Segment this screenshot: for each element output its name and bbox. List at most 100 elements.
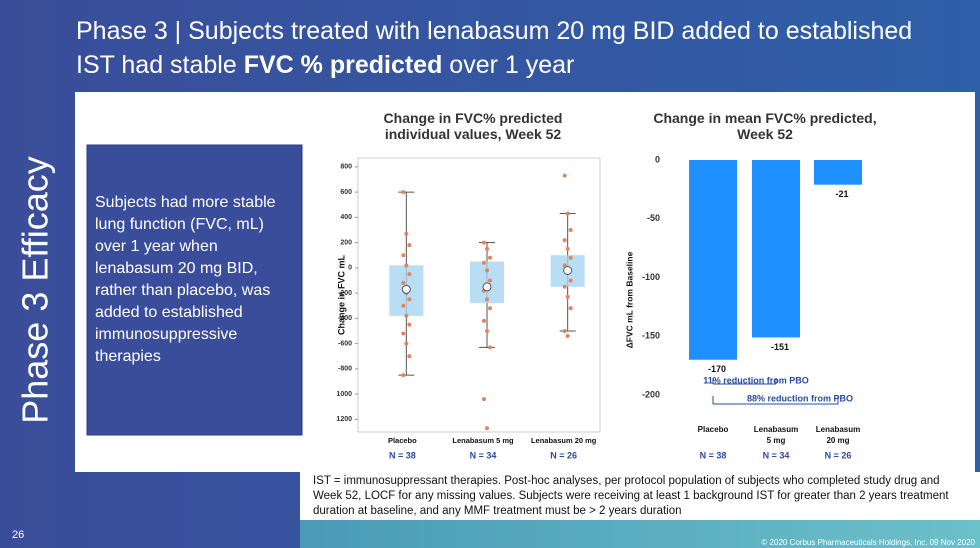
point — [568, 278, 573, 283]
point — [482, 318, 486, 323]
point — [568, 306, 573, 311]
y-axis-label: ΔFVC mL from Baseline — [624, 251, 634, 348]
footnote-panel — [300, 472, 980, 520]
point — [488, 306, 492, 311]
y-tick-label: -200 — [338, 290, 352, 297]
point — [407, 322, 412, 327]
point — [482, 260, 486, 265]
y-tick-label: -600 — [338, 340, 352, 347]
y-tick-label: 400 — [340, 214, 352, 221]
annotation: 88% reduction from PBO — [747, 393, 853, 403]
point — [404, 313, 409, 318]
point — [407, 354, 412, 359]
x-tick-label: Lenabasum 20 mg — [531, 436, 597, 445]
n-label: N = 26 — [550, 450, 577, 460]
mean-marker — [482, 282, 492, 292]
chart-title: Change in FVC% predicted individual valu… — [383, 110, 563, 142]
point — [404, 341, 409, 346]
n-label: N = 34 — [763, 450, 790, 460]
y-tick-label: -400 — [338, 315, 352, 322]
n-label: N = 26 — [825, 450, 852, 460]
point — [562, 173, 567, 178]
mean-marker — [563, 266, 573, 276]
x-tick-label: Lenabasum 20 mg — [815, 425, 861, 445]
point — [401, 331, 406, 336]
point — [485, 426, 489, 431]
x-tick-label: Placebo — [388, 436, 417, 445]
point — [407, 297, 412, 302]
point — [485, 297, 489, 302]
n-label: N = 38 — [389, 450, 416, 460]
point — [404, 263, 409, 268]
point — [482, 397, 486, 402]
x-tick-label-box: Lenabasum 20 mg — [815, 425, 861, 445]
value-label: -21 — [835, 189, 848, 199]
point — [562, 263, 567, 268]
point — [407, 243, 412, 248]
y-tick-label: 800 — [340, 164, 352, 171]
annotation: 11% reduction from PBO — [703, 375, 809, 385]
value-label: -151 — [771, 342, 789, 352]
copyright: © 2020 Corbus Pharmaceuticals Holdings, … — [761, 538, 975, 547]
point — [565, 211, 570, 216]
point — [485, 268, 489, 273]
title-text: Phase 3 | Subjects treated with lenabasu… — [76, 17, 913, 79]
point — [488, 255, 492, 260]
point — [562, 284, 567, 289]
point — [485, 246, 489, 251]
text-box — [86, 144, 303, 436]
point — [562, 238, 567, 243]
y-axis-label: Change in FVC mL — [336, 255, 346, 336]
value-label: -170 — [708, 364, 726, 374]
point — [401, 373, 406, 378]
y-tick-label: 0 — [655, 154, 660, 164]
point — [401, 281, 406, 286]
point — [568, 227, 573, 232]
bar — [752, 160, 800, 338]
point — [401, 190, 406, 195]
section-label: Phase 3 Efficacy — [15, 156, 56, 424]
x-tick-label-box: Lenabasum 5 mg — [753, 425, 799, 445]
y-tick-label: 0 — [348, 265, 352, 272]
n-label: N = 34 — [470, 450, 497, 460]
point — [568, 255, 573, 260]
bar — [689, 160, 737, 360]
point — [562, 328, 567, 333]
box — [470, 261, 504, 304]
x-tick-label: Placebo — [697, 425, 729, 434]
point — [401, 253, 406, 258]
point — [482, 240, 486, 245]
title-bold: FVC % predicted — [243, 51, 443, 79]
y-tick-label: -150 — [642, 331, 660, 341]
y-tick-label: 1200 — [336, 416, 352, 423]
footer-strip — [300, 520, 980, 548]
n-label: N = 38 — [700, 450, 727, 460]
bar — [814, 160, 862, 185]
y-tick-label: -100 — [642, 272, 660, 282]
chart-title: Change in mean FVC% predicted, Week 52 — [653, 110, 877, 142]
y-tick-label: -800 — [338, 366, 352, 373]
y-tick-label: 1000 — [336, 391, 352, 398]
point — [404, 231, 409, 236]
point — [407, 272, 412, 277]
point — [488, 278, 492, 283]
y-tick-label: -200 — [642, 389, 660, 399]
x-tick-label-box: Placebo — [697, 425, 729, 434]
page-number: 26 — [12, 529, 24, 541]
plot-frame — [357, 157, 601, 433]
slide-title: Phase 3 | Subjects treated with lenabasu… — [76, 14, 956, 82]
point — [401, 303, 406, 308]
y-tick-label: -50 — [647, 213, 660, 223]
title-text: over 1 year — [442, 51, 575, 79]
point — [485, 328, 489, 333]
point — [488, 345, 492, 350]
x-tick-label: Lenabasum 5 mg — [753, 425, 799, 445]
point — [565, 246, 570, 251]
point — [565, 334, 570, 339]
y-tick-label: 600 — [340, 189, 352, 196]
body-text: Subjects had more stable lung function (… — [95, 194, 276, 365]
x-tick-label: Lenabasum 5 mg — [452, 436, 514, 445]
mean-marker — [401, 284, 411, 294]
